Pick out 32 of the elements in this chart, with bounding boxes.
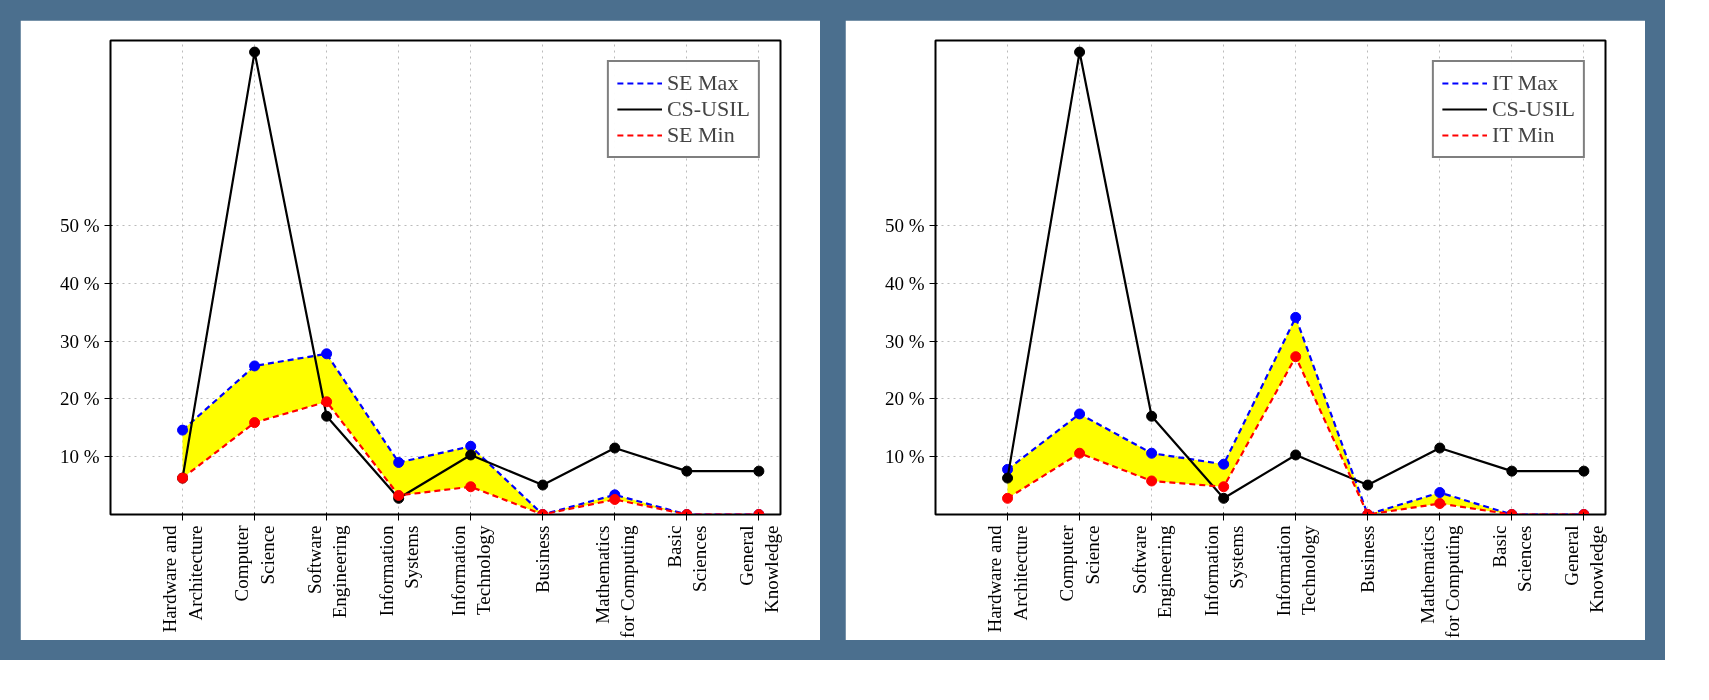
x-tick-label: Mathematics for Computing	[591, 525, 638, 638]
y-tick-label: 30 %	[59, 330, 100, 352]
legend-label: IT Max	[1491, 70, 1559, 96]
x-tick-label: Information Systems	[1200, 525, 1247, 617]
legend-label: CS-USIL	[666, 96, 750, 122]
x-tick-label: General Knowledge	[735, 525, 782, 614]
y-tick-label: 20 %	[884, 388, 925, 410]
x-tick-label: Mathematics for Computing	[1416, 525, 1463, 638]
x-tick-label: Business	[1357, 525, 1379, 594]
x-tick-label: Hardware and Architecture	[159, 525, 206, 633]
y-tick-label: 40 %	[59, 272, 100, 294]
x-tick-label: Information Technology	[447, 525, 494, 617]
x-tick-label: Computer Science	[231, 524, 278, 602]
y-tick-label: 20 %	[59, 388, 100, 410]
legend-label: CS-USIL	[1491, 96, 1575, 122]
y-tick-label: 50 %	[884, 214, 925, 236]
y-tick-label: 10 %	[884, 446, 925, 468]
x-tick-label: Computer Science	[1056, 524, 1103, 602]
x-tick-label: Business	[532, 525, 554, 594]
legend-label: IT Min	[1491, 122, 1555, 148]
x-tick-label: General Knowledge	[1560, 525, 1607, 614]
y-tick-label: 10 %	[59, 446, 100, 468]
y-tick-label: 30 %	[884, 330, 925, 352]
legend-label: SE Min	[666, 122, 735, 148]
y-tick-label: 50 %	[59, 214, 100, 236]
x-tick-label: Information Systems	[375, 525, 422, 617]
y-tick-label: 40 %	[884, 272, 925, 294]
x-tick-label: Information Technology	[1272, 525, 1319, 617]
x-tick-label: Software Engineering	[303, 525, 350, 619]
x-tick-label: Software Engineering	[1128, 525, 1175, 619]
legend-label: SE Max	[666, 70, 739, 96]
x-tick-label: Hardware and Architecture	[984, 525, 1031, 633]
